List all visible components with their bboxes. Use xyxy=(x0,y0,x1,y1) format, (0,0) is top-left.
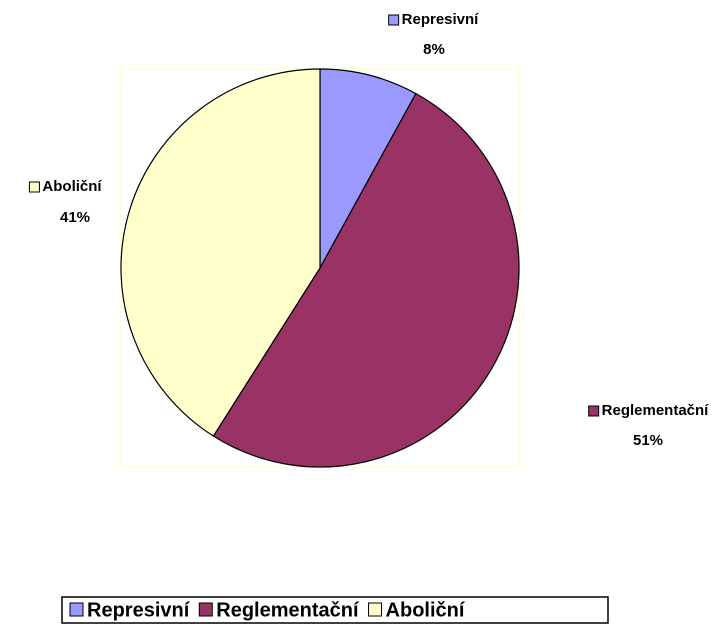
data-label-key xyxy=(28,181,40,193)
data-label-value: 8% xyxy=(423,41,445,58)
pie-slice xyxy=(319,68,417,269)
legend-key xyxy=(198,602,213,617)
legend-label: Reglementační xyxy=(216,599,360,621)
legend-key xyxy=(69,602,84,617)
data-label-name: Aboliční xyxy=(42,178,102,195)
data-label-value: 41% xyxy=(60,209,90,226)
data-label-key xyxy=(588,405,600,417)
legend-label: Represivní xyxy=(87,599,191,621)
data-label-key xyxy=(388,14,400,26)
data-label-name: Reglementační xyxy=(602,402,710,419)
legend-key xyxy=(368,602,383,617)
data-label-value: 51% xyxy=(633,432,663,449)
pie-slice xyxy=(120,68,321,437)
legend-box xyxy=(61,596,609,624)
pie-slice xyxy=(212,92,520,468)
data-label-name: Represivní xyxy=(402,11,480,28)
legend-label: Aboliční xyxy=(386,599,466,621)
